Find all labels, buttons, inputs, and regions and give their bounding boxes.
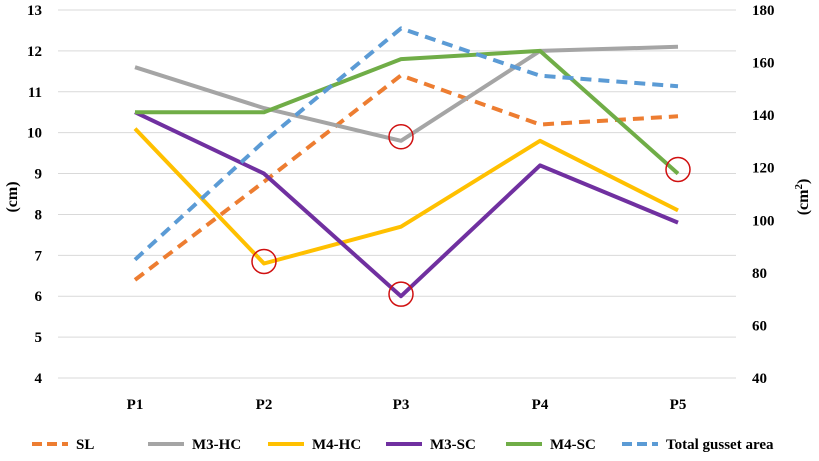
right-axis-title-base: (cm	[795, 189, 812, 215]
series-line-sl	[133, 73, 679, 282]
left-axis-title: (cm)	[4, 181, 21, 212]
left-tick-label: 5	[35, 330, 43, 346]
left-tick-label: 13	[27, 3, 42, 19]
left-tick-label: 6	[35, 289, 43, 305]
gridlines	[58, 9, 736, 379]
right-tick-label: 100	[752, 213, 775, 229]
x-tick-label: P4	[532, 397, 549, 413]
highlight-circle	[388, 124, 414, 150]
right-tick-label: 160	[752, 56, 775, 72]
series-line-m3-hc	[134, 44, 679, 143]
legend-label: M4-SC	[550, 437, 596, 453]
series-lines	[133, 26, 680, 299]
left-tick-label: 10	[27, 126, 42, 142]
right-axis-title-close: )	[795, 179, 812, 184]
legend-label: Total gusset area	[666, 437, 774, 453]
highlight-circles	[251, 124, 691, 307]
left-tick-label: 9	[35, 167, 43, 183]
right-axis-title: (cm2)	[793, 179, 812, 216]
left-tick-label: 4	[35, 371, 43, 387]
highlight-circle	[388, 281, 414, 307]
legend: SL M3-HC M4-HC M3-SC M4-SC Total gusset area	[32, 437, 774, 453]
series-line-m3-sc	[134, 110, 679, 299]
right-tick-label: 60	[752, 318, 767, 334]
highlight-circle	[251, 248, 277, 275]
right-tick-label: 40	[752, 371, 767, 387]
right-tick-label: 180	[752, 3, 775, 19]
x-axis-ticks: P1 P2 P3 P4 P5	[127, 397, 687, 413]
right-axis-ticks: 40 60 80 100 120 140 160 180	[752, 3, 775, 387]
series-line-m4-hc	[133, 127, 679, 266]
left-tick-label: 12	[27, 44, 42, 60]
x-tick-label: P3	[393, 397, 410, 413]
x-tick-label: P5	[670, 397, 687, 413]
legend-label: M3-SC	[430, 437, 476, 453]
legend-label: M4-HC	[312, 437, 361, 453]
right-tick-label: 140	[752, 108, 775, 124]
right-tick-label: 80	[752, 266, 767, 282]
legend-label: SL	[76, 437, 94, 453]
legend-label: M3-HC	[192, 437, 241, 453]
series-line-total-gusset-area	[133, 26, 679, 262]
right-tick-label: 120	[752, 161, 775, 177]
left-axis-ticks: 4 5 6 7 8 9 10 11 12 13	[27, 3, 43, 387]
x-tick-label: P2	[256, 397, 273, 413]
highlight-circle	[665, 156, 691, 183]
x-tick-label: P1	[127, 397, 144, 413]
left-tick-label: 7	[35, 248, 43, 264]
series-line-m4-sc	[135, 48, 680, 176]
right-axis-title-superscript: 2	[793, 184, 805, 190]
left-tick-label: 8	[35, 207, 43, 223]
left-tick-label: 11	[28, 85, 42, 101]
